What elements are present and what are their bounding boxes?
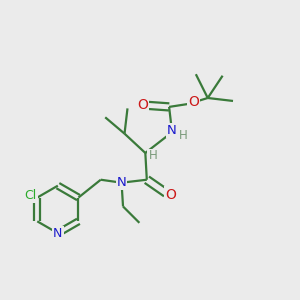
Text: H: H (148, 149, 157, 162)
Text: Cl: Cl (25, 189, 37, 202)
Text: N: N (167, 124, 177, 137)
Text: O: O (165, 188, 176, 202)
Text: H: H (179, 129, 188, 142)
Text: O: O (188, 94, 199, 109)
Text: N: N (117, 176, 126, 189)
Text: O: O (137, 98, 148, 112)
Text: N: N (53, 227, 62, 240)
